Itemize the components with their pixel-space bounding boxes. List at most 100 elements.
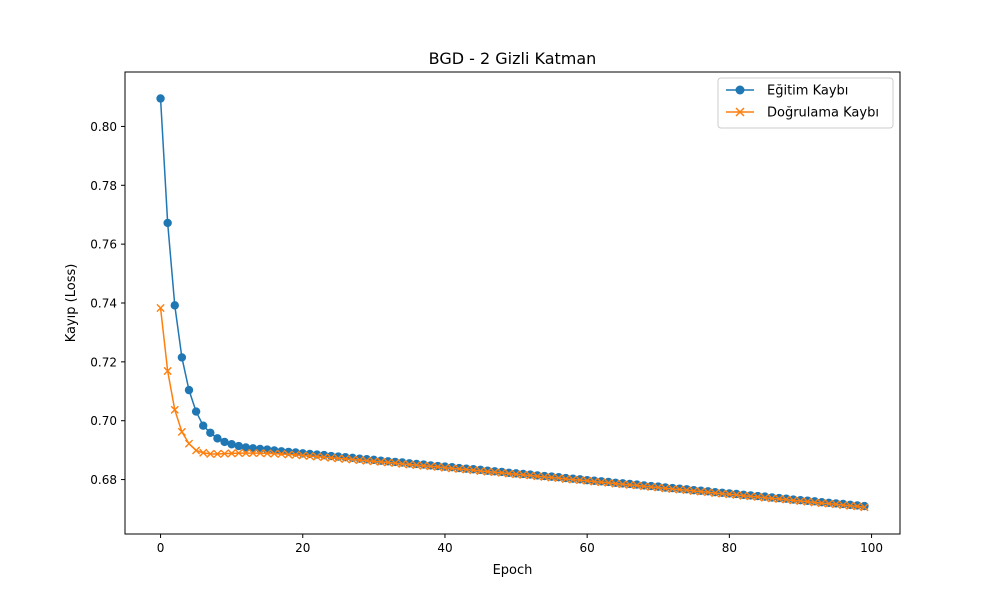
data-point [376,457,386,466]
data-point [248,444,258,453]
plot-area [156,94,869,512]
data-point [490,468,499,477]
data-point [206,449,215,459]
data-point [348,453,357,462]
data-point [540,472,549,482]
data-point [611,479,620,488]
data-point [504,469,514,478]
data-point [405,459,414,468]
data-point [810,497,819,506]
data-point [753,492,762,502]
y-tick-label: 0.78 [90,179,117,193]
legend-label-val: Doğrulama Kaybı [767,106,879,121]
data-point [305,451,314,461]
data-point [192,446,201,455]
data-point [547,473,556,482]
data-point [839,501,848,510]
data-point [319,453,329,462]
data-point [739,491,748,500]
data-point [824,499,833,508]
data-point [398,459,407,469]
data-point [419,460,428,469]
data-point [206,428,215,437]
data-point [376,456,386,465]
data-point [561,474,570,484]
data-point [241,443,251,452]
data-point [533,472,542,481]
data-point [419,461,428,470]
data-point [220,449,229,458]
data-point [682,486,691,495]
data-point [632,481,642,490]
data-point [391,458,400,468]
data-point [341,452,350,462]
data-point [255,448,265,458]
data-point [711,489,720,498]
x-tick-label: 100 [860,541,883,555]
data-point [312,452,322,461]
legend: Eğitim Kaybı Doğrulama Kaybı [717,77,894,129]
data-point [355,454,364,463]
data-point [213,434,222,443]
data-point [163,366,172,376]
data-point [718,489,727,498]
data-point [199,421,208,430]
data-point [725,490,734,499]
data-point [618,480,627,489]
data-point [583,476,592,485]
data-point [248,448,258,458]
data-point [220,437,229,447]
data-point [412,459,421,469]
x-axis-label: Epoch [493,563,533,578]
data-point [234,441,243,451]
data-point [675,485,684,494]
data-point [860,501,869,511]
data-point [355,456,364,465]
data-point [341,454,350,464]
data-point [810,498,819,507]
y-tick-label: 0.70 [90,414,117,428]
data-point [369,457,378,466]
data-point [170,405,179,414]
data-point [383,458,393,467]
data-point [227,449,236,458]
data-point [433,462,442,472]
legend-box [717,77,894,129]
data-point [263,449,272,458]
legend-label-train: Eğitim Kaybı [767,84,848,99]
data-point [860,503,869,512]
x-tick-label: 0 [157,541,165,555]
data-point [191,407,201,416]
data-point [469,466,478,475]
series-line [159,307,865,508]
data-point [604,478,613,487]
data-point [483,467,492,476]
data-point [696,487,706,496]
data-point [462,465,471,474]
x-tick-label: 80 [722,541,737,555]
data-point [184,385,194,395]
data-point [647,482,656,492]
legend-marker-val [735,107,745,117]
data-point [760,493,770,502]
data-point [213,449,222,459]
data-point [703,488,713,497]
data-point [426,462,435,471]
data-point [298,451,307,460]
data-point [184,439,194,448]
data-point [476,466,485,476]
data-point [440,463,450,472]
data-point [853,502,862,511]
data-point [390,457,400,467]
data-point [575,476,585,485]
data-point [661,484,670,493]
data-point [767,494,777,503]
x-tick-label: 60 [580,541,595,555]
data-point [668,484,677,494]
data-point [326,451,336,461]
data-point [383,457,393,466]
y-axis-label: Kayıp (Loss) [64,264,79,343]
data-point [625,480,634,489]
x-tick-label: 20 [295,541,310,555]
